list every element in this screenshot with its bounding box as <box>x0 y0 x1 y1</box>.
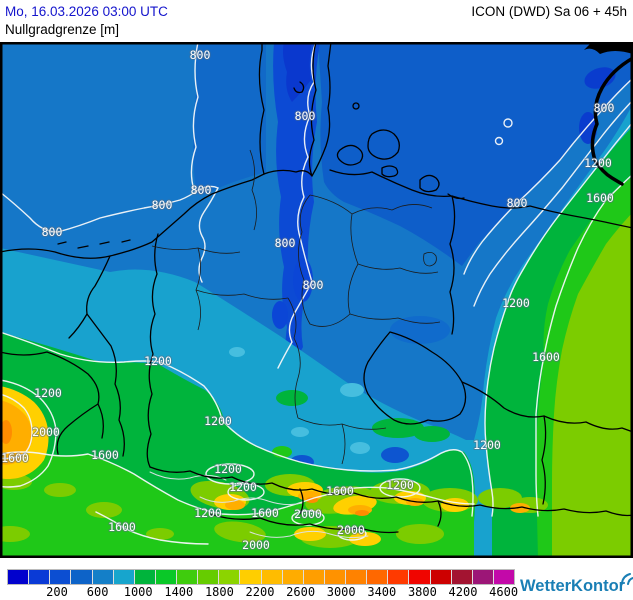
legend-segment <box>133 570 155 584</box>
legend-segment <box>239 570 261 584</box>
wetterkontor-logo-icon <box>621 573 633 585</box>
legend-segment <box>408 570 430 584</box>
contour-value-label: 1200 <box>214 462 242 476</box>
parameter-label: Nullgradgrenze [m] <box>5 22 120 37</box>
contour-value-label: 800 <box>191 183 212 197</box>
model-run-label: ICON (DWD) Sa 06 + 45h <box>471 4 627 19</box>
contour-value-label: 1200 <box>204 414 232 428</box>
legend-segment <box>345 570 367 584</box>
contour-value-label: 800 <box>507 196 528 210</box>
legend-tick: 1800 <box>204 585 234 599</box>
state-borders <box>151 149 441 465</box>
legend-segment <box>323 570 345 584</box>
contour-value-label: 2000 <box>294 507 322 521</box>
weather-map-svg: 800 800 800 800 800 800 800 800 800 1200 1200 1200 1… <box>0 41 633 559</box>
legend-tick: 3400 <box>367 585 397 599</box>
legend-tick: 1400 <box>164 585 194 599</box>
legend-segment <box>154 570 176 584</box>
legend-segment <box>492 570 514 584</box>
legend-segment <box>112 570 134 584</box>
contour-value-label: 1600 <box>532 350 560 364</box>
legend-segment <box>28 570 50 584</box>
contour-value-label: 1200 <box>144 354 172 368</box>
contour-value-label: 1200 <box>194 506 222 520</box>
contour-value-label: 800 <box>594 101 615 115</box>
legend-tick: 3000 <box>326 585 356 599</box>
contour-value-label: 1600 <box>251 506 279 520</box>
contour-value-label: 800 <box>275 236 296 250</box>
map-region-fills <box>0 42 633 558</box>
legend-tick: 2600 <box>286 585 316 599</box>
legend-segment <box>49 570 71 584</box>
map-frame <box>0 41 633 559</box>
legend-segment <box>281 570 303 584</box>
contour-value-label: 1600 <box>326 484 354 498</box>
contour-value-label: 1600 <box>1 451 29 465</box>
legend-segment <box>8 570 29 584</box>
legend-segment <box>450 570 472 584</box>
contour-value-label: 800 <box>303 278 324 292</box>
legend-tick: 200 <box>46 585 68 599</box>
contour-value-label: 2000 <box>242 538 270 552</box>
legend-segment <box>366 570 388 584</box>
country-borders <box>0 41 633 534</box>
contour-value-label: 1600 <box>586 191 614 205</box>
legend-segment <box>70 570 92 584</box>
legend-segment <box>197 570 219 584</box>
contour-value-label: 800 <box>190 48 211 62</box>
legend-segment <box>91 570 113 584</box>
contour-value-label: 1600 <box>91 448 119 462</box>
wetterkontor-logo-text: WetterKontor <box>520 577 626 595</box>
legend-tick: 4600 <box>489 585 519 599</box>
contour-value-label: 1200 <box>34 386 62 400</box>
contour-value-label: 800 <box>295 109 316 123</box>
contour-value-label: 800 <box>152 198 173 212</box>
legend-tick: 3800 <box>407 585 437 599</box>
wetterkontor-logo[interactable]: WetterKontor <box>520 573 633 596</box>
legend-segment <box>302 570 324 584</box>
legend-tick: 600 <box>86 585 109 599</box>
legend-segment <box>218 570 240 584</box>
contour-value-label: 1200 <box>502 296 530 310</box>
contour-value-label: 1200 <box>584 156 612 170</box>
contour-value-label: 1600 <box>108 520 136 534</box>
legend-color-bar <box>7 569 515 585</box>
legend-tick: 4200 <box>448 585 478 599</box>
contour-value-label: 1200 <box>473 438 501 452</box>
legend-segment <box>429 570 451 584</box>
legend-tick: 1000 <box>123 585 153 599</box>
contour-value-label: 1200 <box>229 480 257 494</box>
legend-tick-labels: 200 600 1000 1400 1800 2200 2600 3000 3400 3800 42… <box>0 585 633 599</box>
valid-datetime: Mo, 16.03.2026 03:00 UTC <box>5 4 168 19</box>
legend-tick: 2200 <box>245 585 275 599</box>
weather-map: 800 800 800 800 800 800 800 800 800 1200 1200 1200 1… <box>0 41 633 559</box>
contour-value-label: 2000 <box>337 523 365 537</box>
contour-value-label: 2000 <box>32 425 60 439</box>
legend-segment <box>387 570 409 584</box>
contour-value-label: 800 <box>42 225 63 239</box>
contour-value-label: 1200 <box>386 478 414 492</box>
legend-segment <box>260 570 282 584</box>
legend-segment <box>176 570 198 584</box>
legend-segment <box>471 570 493 584</box>
contour-labels: 800 800 800 800 800 800 800 800 800 1200 1200 1200 1… <box>0 47 615 553</box>
contour-lines <box>0 41 633 545</box>
